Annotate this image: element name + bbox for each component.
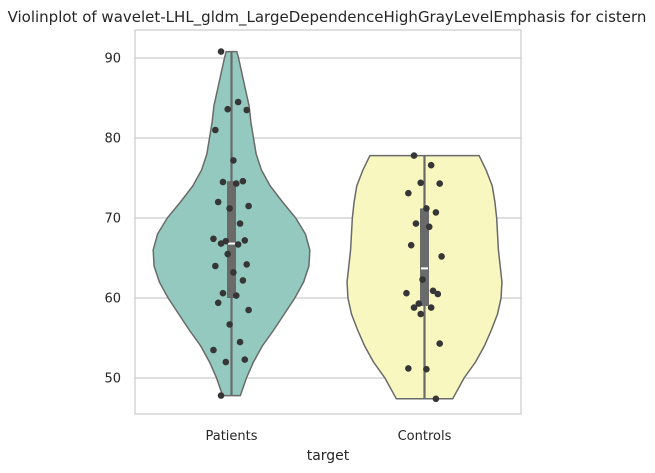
data-point [436, 340, 444, 347]
data-point [423, 205, 430, 212]
data-point [415, 300, 423, 307]
x-tick-label: Patients [205, 429, 257, 444]
data-point [436, 180, 444, 187]
data-point [410, 304, 418, 311]
data-point [438, 253, 445, 260]
y-tick-label: 70 [104, 212, 121, 227]
data-point [210, 235, 217, 243]
data-point [417, 179, 425, 187]
data-point [210, 346, 217, 354]
median-marker [421, 267, 428, 270]
data-point [226, 205, 233, 212]
data-point [423, 365, 430, 373]
data-point [241, 356, 249, 363]
data-point [427, 161, 435, 169]
iqr-box [227, 181, 236, 298]
y-axis-ticks: 50 60 70 80 90 [104, 52, 121, 387]
data-point [419, 276, 426, 283]
data-point [214, 299, 222, 307]
data-point [432, 395, 440, 403]
data-point [407, 241, 415, 249]
data-point [405, 189, 412, 197]
data-point [432, 209, 440, 216]
y-tick-label: 50 [104, 372, 121, 387]
data-point [234, 98, 242, 106]
data-point [236, 338, 244, 346]
data-point [412, 220, 420, 227]
data-point [425, 223, 433, 231]
data-point [226, 321, 233, 328]
chart-title: Violinplot of wavelet-LHL_gldm_LargeDepe… [8, 8, 647, 27]
data-point [405, 365, 412, 372]
data-point [217, 392, 225, 399]
y-tick-label: 90 [104, 52, 121, 67]
data-point [230, 269, 237, 276]
violin-layer [152, 50, 503, 400]
data-point [403, 289, 410, 297]
x-axis-ticks: Patients Controls [205, 429, 451, 444]
data-point [243, 106, 250, 114]
data-point [232, 180, 240, 187]
data-point [219, 178, 227, 186]
data-point [239, 177, 247, 185]
data-point [410, 152, 418, 159]
x-axis-label: target [307, 448, 350, 464]
data-point [239, 277, 247, 284]
data-point [222, 358, 230, 366]
data-point [212, 126, 219, 134]
data-point [234, 241, 242, 248]
data-point [219, 289, 227, 297]
data-point [232, 292, 240, 299]
y-tick-label: 60 [104, 292, 121, 307]
data-point [224, 250, 231, 258]
strip-points [210, 48, 445, 403]
data-point [434, 290, 442, 298]
data-point [217, 240, 225, 247]
data-point [241, 237, 249, 244]
data-point [245, 306, 252, 314]
data-point [224, 105, 231, 113]
data-point [427, 304, 435, 311]
median-marker [228, 242, 235, 245]
y-tick-label: 80 [104, 132, 121, 147]
data-point [217, 48, 225, 55]
data-point [429, 287, 437, 295]
data-point [236, 220, 244, 227]
x-tick-label: Controls [398, 429, 452, 444]
data-point [417, 310, 425, 318]
data-point [245, 202, 252, 210]
data-point [214, 198, 222, 206]
plot-frame [134, 29, 522, 415]
iqr-box [420, 208, 429, 306]
data-point [230, 157, 237, 164]
data-point [243, 261, 250, 268]
data-point [212, 262, 219, 270]
